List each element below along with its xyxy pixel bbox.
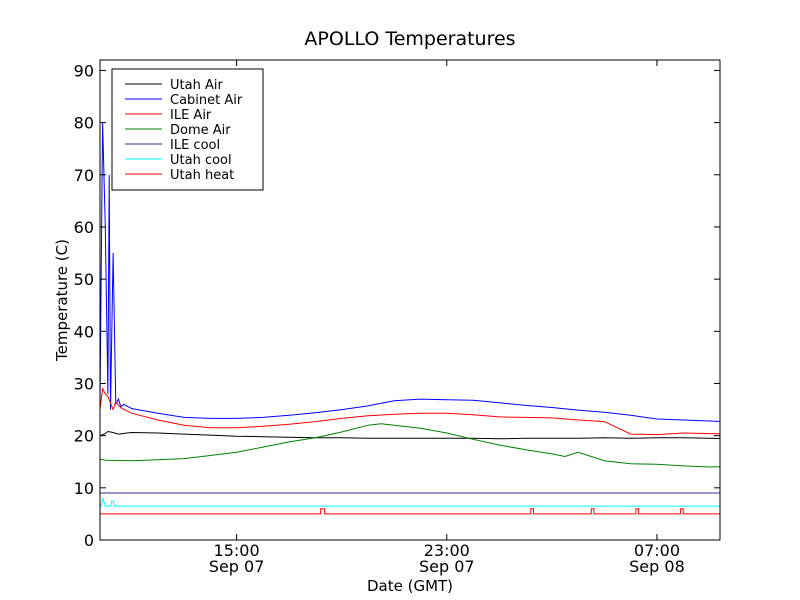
y-tick-label: 70	[74, 166, 94, 185]
series-line-utah-air	[100, 430, 720, 440]
y-tick-label: 40	[74, 322, 94, 341]
chart-title: APOLLO Temperatures	[304, 28, 515, 50]
y-tick-label: 60	[74, 218, 94, 237]
legend-label: Utah cool	[170, 153, 232, 168]
y-axis-label: Temperature (C)	[53, 239, 71, 362]
y-tick-label: 30	[74, 374, 94, 393]
y-tick-label: 10	[74, 479, 94, 498]
legend-label: ILE cool	[170, 138, 220, 153]
series-line-utah-cool	[100, 498, 720, 507]
y-tick-label: 90	[74, 61, 94, 80]
series-line-dome-air	[100, 423, 720, 468]
plot-area	[100, 122, 720, 515]
y-tick-label: 80	[74, 114, 94, 133]
series-line-cabinet-air	[100, 122, 720, 422]
x-tick-label-time: 15:00	[214, 541, 260, 560]
x-tick-label-date: Sep 08	[629, 557, 685, 576]
x-tick-label-date: Sep 07	[419, 557, 475, 576]
y-tick-label: 50	[74, 270, 94, 289]
x-axis-label: Date (GMT)	[367, 577, 453, 595]
x-tick-label-time: 23:00	[424, 541, 470, 560]
x-tick-label-date: Sep 07	[209, 557, 265, 576]
legend-label: ILE Air	[170, 108, 212, 123]
legend-label: Utah Air	[170, 78, 223, 93]
y-axis: 0 10 20 30 40 50 60 70 80 90	[74, 61, 720, 550]
series-line-ile-air	[100, 387, 720, 436]
plot-frame	[99, 59, 721, 541]
legend-label: Cabinet Air	[170, 93, 243, 108]
y-tick-label: 20	[74, 427, 94, 446]
y-tick-label: 0	[84, 531, 94, 550]
series-line-utah-heat	[100, 508, 720, 515]
legend-label: Utah heat	[170, 168, 234, 183]
legend-label: Dome Air	[170, 123, 231, 138]
x-tick-label-time: 07:00	[634, 541, 680, 560]
